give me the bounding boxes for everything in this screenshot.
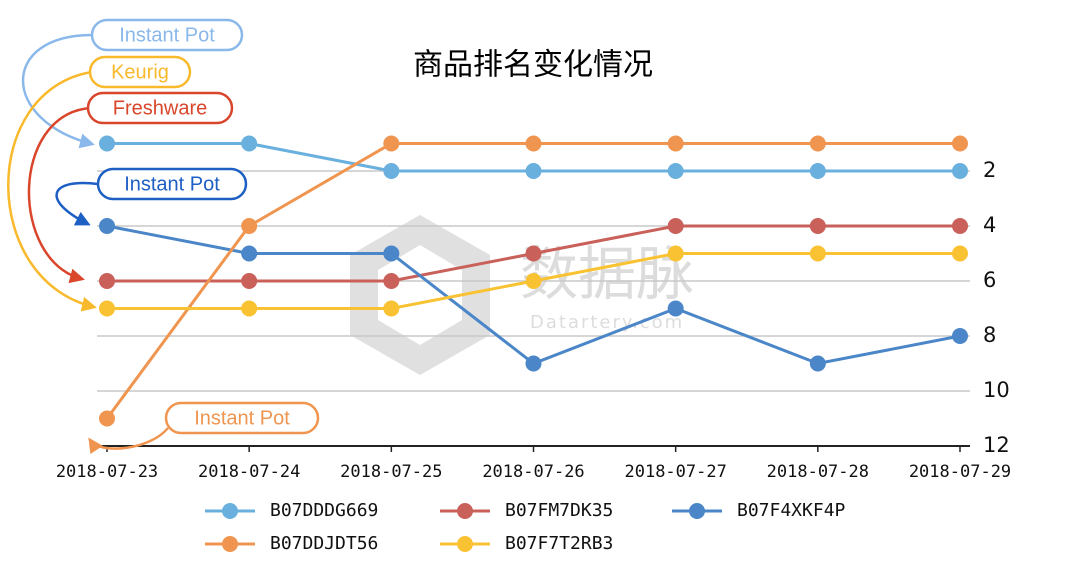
series [99, 245, 968, 317]
legend-label: B07DDDG669 [270, 500, 378, 521]
annotation-text: Keurig [111, 61, 169, 83]
legend-label: B07DDJDT56 [270, 533, 378, 554]
data-point [383, 163, 400, 179]
legend-marker [689, 503, 705, 519]
data-point [809, 218, 826, 234]
x-tick-label: 2018-07-26 [482, 462, 584, 482]
annotation-text: Instant Pot [119, 24, 215, 46]
y-tick-label: 4 [983, 213, 996, 237]
annotation: Freshware [27, 91, 234, 284]
y-tick-label: 12 [983, 433, 1010, 457]
annotation-box [90, 18, 244, 52]
data-point [809, 355, 826, 372]
series [99, 218, 968, 372]
data-point [99, 218, 115, 234]
annotation-text: Instant Pot [194, 407, 290, 429]
annotation-arrow [55, 181, 99, 226]
annotation-box [88, 55, 192, 89]
x-tick-label: 2018-07-29 [909, 462, 1011, 482]
annotation-arrow [7, 70, 97, 312]
data-point [383, 273, 400, 289]
data-point [525, 163, 542, 179]
data-point [667, 135, 684, 152]
annotation-box [164, 401, 320, 435]
data-point [809, 163, 826, 179]
data-point [952, 135, 968, 152]
data-point [952, 245, 968, 262]
data-point [525, 135, 542, 152]
data-point [525, 245, 542, 262]
data-point [241, 245, 258, 262]
legend-label: B07F4XKF4P [737, 500, 846, 521]
data-point [809, 245, 826, 262]
legend-marker [222, 503, 238, 519]
data-point [383, 300, 400, 317]
legend-label: B07FM7DK35 [505, 500, 613, 521]
annotation: Keurig [7, 55, 192, 312]
data-point [99, 300, 115, 317]
x-tick-label: 2018-07-24 [198, 462, 300, 482]
legend-marker [222, 536, 238, 552]
legend-marker [457, 503, 473, 519]
watermark-subtext: Datartery.com [530, 312, 684, 333]
data-point [952, 163, 968, 179]
data-point [99, 273, 115, 289]
legend-label: B07F7T2RB3 [505, 533, 613, 554]
data-point [952, 218, 968, 234]
x-tick-label: 2018-07-27 [624, 462, 726, 482]
data-point [952, 328, 968, 344]
data-point [667, 163, 684, 179]
annotation: Instant Pot [88, 401, 320, 455]
annotation-text: Freshware [113, 97, 207, 119]
annotation-box [96, 167, 248, 201]
data-point [241, 300, 258, 317]
annotation-text: Instant Pot [124, 173, 220, 195]
data-point [383, 135, 400, 152]
annotation-arrow [21, 33, 95, 149]
x-tick-label: 2018-07-25 [340, 462, 442, 482]
series [99, 218, 968, 289]
y-tick-label: 2 [983, 158, 996, 182]
data-point [99, 135, 115, 152]
chart-title: 商品排名变化情况 [413, 48, 653, 83]
data-point [99, 410, 115, 427]
annotation-arrow [88, 427, 169, 455]
data-point [525, 273, 542, 289]
annotation-box [86, 91, 234, 125]
data-point [241, 218, 258, 234]
data-point [667, 245, 684, 262]
legend-marker [457, 536, 473, 552]
series [99, 135, 968, 179]
data-point [667, 218, 684, 234]
series [99, 135, 968, 427]
y-tick-label: 10 [983, 378, 1010, 402]
x-tick-label: 2018-07-28 [767, 462, 869, 482]
data-point [525, 355, 542, 372]
data-point [241, 135, 258, 152]
annotation: Instant Pot [55, 167, 248, 226]
annotation: Instant Pot [21, 18, 244, 149]
y-tick-label: 6 [983, 268, 996, 292]
data-point [383, 245, 400, 262]
y-tick-label: 8 [983, 323, 996, 347]
data-point [241, 273, 258, 289]
x-tick-label: 2018-07-23 [56, 462, 158, 482]
data-point [667, 300, 684, 317]
annotation-arrow [27, 106, 91, 284]
data-point [809, 135, 826, 152]
